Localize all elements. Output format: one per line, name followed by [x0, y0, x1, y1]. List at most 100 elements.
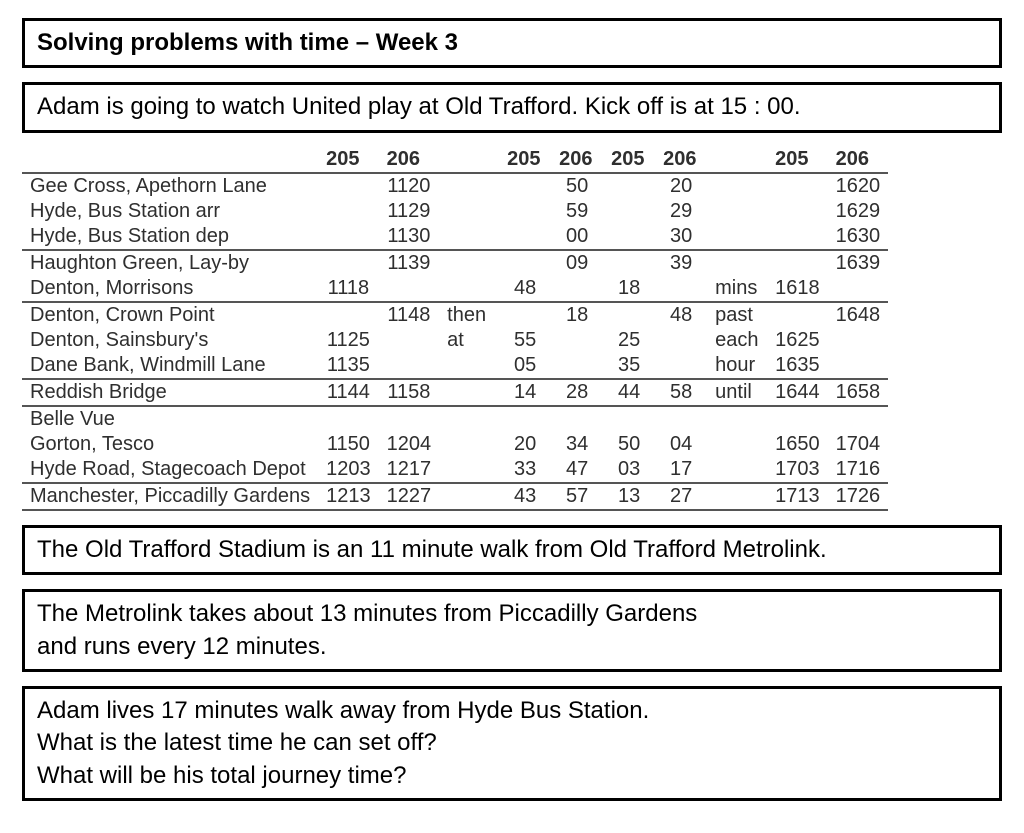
cell: mins — [707, 276, 767, 302]
cell — [499, 173, 551, 199]
cell — [318, 199, 379, 224]
cell: 1129 — [379, 199, 440, 224]
cell: 25 — [603, 328, 655, 353]
route-col-5: 205 — [603, 147, 655, 173]
cell: 33 — [499, 457, 551, 483]
cell: 27 — [655, 483, 707, 510]
cell — [767, 406, 828, 432]
stop-name: Hyde, Bus Station dep — [22, 224, 318, 250]
route-col-3: 205 — [499, 147, 551, 173]
cell: 18 — [603, 276, 655, 302]
cell: 1125 — [318, 328, 379, 353]
route-col-9: 206 — [828, 147, 889, 173]
cell: 1135 — [318, 353, 379, 379]
table-row: Haughton Green, Lay-by113909391639 — [22, 250, 888, 276]
cell: hour — [707, 353, 767, 379]
stop-name: Reddish Bridge — [22, 379, 318, 406]
cell — [439, 224, 499, 250]
cell: 1130 — [379, 224, 440, 250]
table-row: Denton, Sainsbury's1125 at55 25 each1625 — [22, 328, 888, 353]
cell — [439, 457, 499, 483]
cell — [439, 406, 499, 432]
cell: 09 — [551, 250, 603, 276]
question-line2: What is the latest time he can set off? — [37, 727, 987, 759]
cell: 1203 — [318, 457, 379, 483]
cell: each — [707, 328, 767, 353]
cell — [707, 432, 767, 457]
question-box: Adam lives 17 minutes walk away from Hyd… — [22, 686, 1002, 801]
route-col-2 — [439, 147, 499, 173]
table-row: Manchester, Piccadilly Gardens1213122743… — [22, 483, 888, 510]
stop-name: Gorton, Tesco — [22, 432, 318, 457]
route-col-6: 206 — [655, 147, 707, 173]
cell — [603, 224, 655, 250]
info-metrolink-line2: and runs every 12 minutes. — [37, 631, 987, 663]
cell: 1158 — [379, 379, 440, 406]
cell: 1635 — [767, 353, 828, 379]
cell: 1625 — [767, 328, 828, 353]
cell: until — [707, 379, 767, 406]
stop-name: Manchester, Piccadilly Gardens — [22, 483, 318, 510]
cell: 57 — [551, 483, 603, 510]
cell: then — [439, 302, 499, 328]
cell: 18 — [551, 302, 603, 328]
cell: 1648 — [828, 302, 889, 328]
cell — [828, 276, 889, 302]
route-col-1: 206 — [379, 147, 440, 173]
cell — [439, 483, 499, 510]
cell — [318, 302, 379, 328]
cell — [439, 250, 499, 276]
cell: 1704 — [828, 432, 889, 457]
cell: 14 — [499, 379, 551, 406]
cell — [603, 302, 655, 328]
cell — [551, 406, 603, 432]
cell — [318, 173, 379, 199]
cell — [828, 406, 889, 432]
cell: past — [707, 302, 767, 328]
cell: 03 — [603, 457, 655, 483]
cell — [551, 276, 603, 302]
cell — [499, 250, 551, 276]
cell — [379, 328, 440, 353]
stop-name: Denton, Crown Point — [22, 302, 318, 328]
cell: 1644 — [767, 379, 828, 406]
cell — [603, 173, 655, 199]
cell: 1213 — [318, 483, 379, 510]
table-row: Belle Vue — [22, 406, 888, 432]
cell — [551, 353, 603, 379]
cell — [499, 199, 551, 224]
cell: 55 — [499, 328, 551, 353]
stop-name: Belle Vue — [22, 406, 318, 432]
cell — [828, 353, 889, 379]
cell — [318, 250, 379, 276]
stop-name: Dane Bank, Windmill Lane — [22, 353, 318, 379]
stop-name: Denton, Sainsbury's — [22, 328, 318, 353]
cell: at — [439, 328, 499, 353]
cell — [655, 276, 707, 302]
route-header-row: 205 206 205 206 205 206 205 206 — [22, 147, 888, 173]
cell — [439, 173, 499, 199]
cell — [439, 353, 499, 379]
cell — [379, 353, 440, 379]
stop-name: Hyde, Bus Station arr — [22, 199, 318, 224]
cell — [767, 199, 828, 224]
route-col-7 — [707, 147, 767, 173]
route-col-0: 205 — [318, 147, 379, 173]
table-row: Dane Bank, Windmill Lane11350535hour1635 — [22, 353, 888, 379]
cell — [603, 199, 655, 224]
cell: 1639 — [828, 250, 889, 276]
cell — [655, 406, 707, 432]
cell — [379, 406, 440, 432]
cell: 48 — [499, 276, 551, 302]
cell: 48 — [655, 302, 707, 328]
cell — [379, 276, 440, 302]
cell: 00 — [551, 224, 603, 250]
bus-timetable: 205 206 205 206 205 206 205 206 Gee Cros… — [22, 147, 1002, 511]
cell — [318, 224, 379, 250]
cell: 1703 — [767, 457, 828, 483]
cell: 04 — [655, 432, 707, 457]
cell — [767, 173, 828, 199]
cell — [318, 406, 379, 432]
cell — [707, 224, 767, 250]
cell — [707, 250, 767, 276]
